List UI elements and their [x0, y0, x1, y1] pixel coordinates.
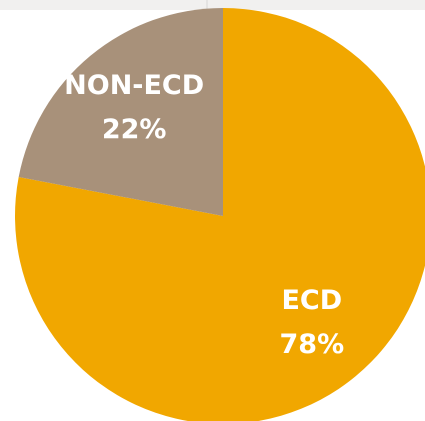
pie: ECD 78% NON-ECD 22%	[15, 8, 425, 421]
top-strip	[0, 0, 425, 10]
slice-value-label: 22%	[102, 114, 167, 145]
slice-category-label: ECD	[281, 285, 342, 316]
slice-value-label: 78%	[280, 329, 345, 360]
pie-slice	[18, 8, 224, 216]
pie-slice	[15, 8, 425, 421]
slice-category-label: NON-ECD	[64, 70, 204, 101]
